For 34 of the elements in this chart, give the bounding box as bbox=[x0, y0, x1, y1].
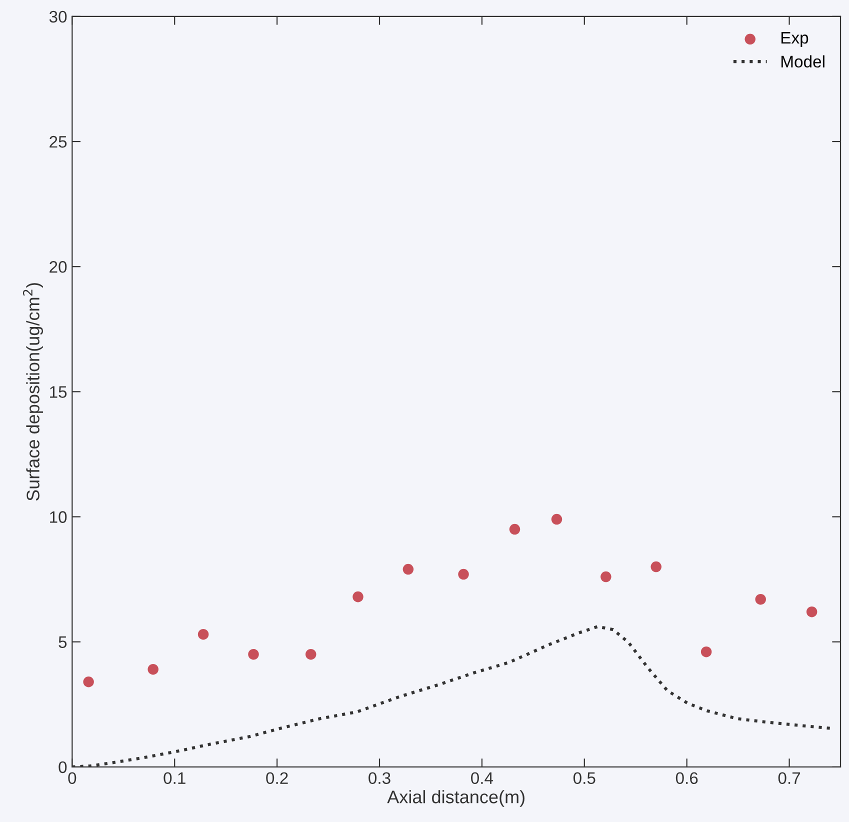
point bbox=[305, 648, 316, 660]
x-tick-label: 0.7 bbox=[778, 772, 800, 784]
point bbox=[600, 571, 612, 582]
point bbox=[352, 591, 364, 602]
point bbox=[700, 646, 712, 658]
y-tick-label: 20 bbox=[50, 261, 67, 273]
x-tick-label: 0.5 bbox=[573, 772, 596, 784]
x-tick-label: 0 bbox=[68, 772, 76, 784]
legend-label: Exp bbox=[781, 32, 808, 47]
point bbox=[83, 676, 94, 688]
y-tick-label: 5 bbox=[58, 636, 67, 648]
point bbox=[248, 648, 259, 660]
point bbox=[755, 594, 766, 605]
y-tick-label: 10 bbox=[50, 511, 67, 523]
point bbox=[509, 524, 520, 535]
point bbox=[551, 514, 562, 525]
legend-label: Model bbox=[781, 55, 824, 68]
y-tick-label: 30 bbox=[49, 10, 67, 23]
x-tick-label: 0.2 bbox=[266, 772, 288, 784]
y-tick-label: 15 bbox=[50, 386, 67, 398]
x-tick-label: 0.6 bbox=[676, 772, 698, 784]
y-tick-label: 0 bbox=[58, 761, 67, 774]
y-axis-title: Surface deposition(ug/cm$^{2}$) bbox=[22, 283, 44, 501]
point bbox=[148, 664, 158, 675]
point bbox=[458, 568, 469, 580]
x-axis-title: Axial distance(m) bbox=[387, 790, 524, 807]
point bbox=[650, 561, 662, 572]
x-tick-label: 0.1 bbox=[164, 772, 186, 784]
x-tick-label: 0.3 bbox=[368, 772, 390, 784]
x-tick-label: 0.4 bbox=[471, 772, 494, 784]
point bbox=[198, 628, 209, 640]
point bbox=[806, 606, 818, 618]
y-tick-label: 25 bbox=[50, 136, 67, 148]
point bbox=[402, 564, 414, 575]
